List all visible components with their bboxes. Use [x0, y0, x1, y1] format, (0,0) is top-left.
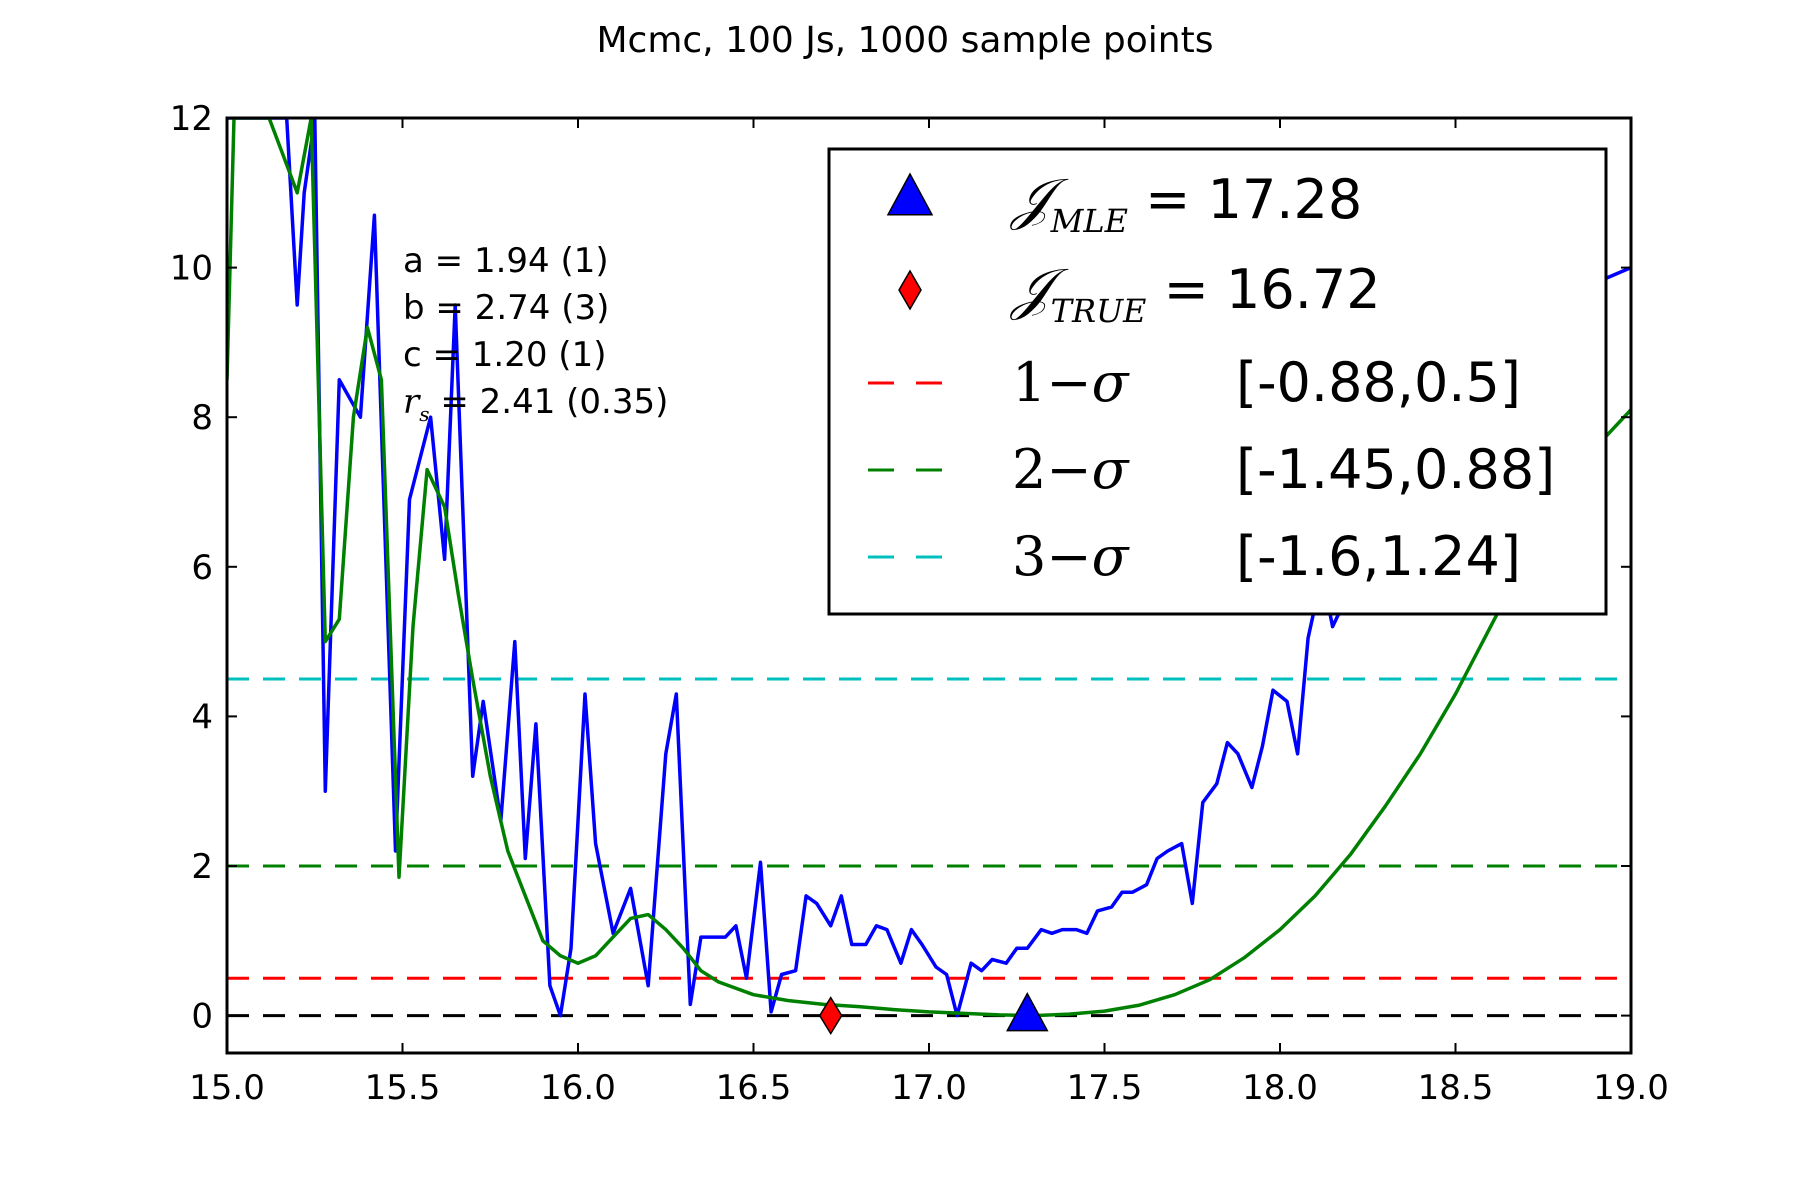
x-tick-label-1: 15.5	[365, 1068, 441, 1108]
legend-interval-4: [-1.6,1.24]	[1236, 525, 1521, 588]
fit-param-value: = 2.41 (0.35)	[430, 382, 669, 422]
legend-subscript: TRUE	[1051, 292, 1147, 330]
y-tick-label-2: 4	[191, 697, 213, 737]
legend-subscript: MLE	[1050, 202, 1128, 240]
x-tick-label-5: 17.5	[1067, 1068, 1143, 1108]
x-tick-label-3: 16.5	[716, 1068, 792, 1108]
marker-mle-triangle	[1006, 992, 1049, 1032]
x-tick-label-8: 19.0	[1593, 1068, 1669, 1108]
x-tick-label-2: 16.0	[540, 1068, 616, 1108]
reference-lines	[227, 677, 1631, 1018]
legend-sigma-symbol: σ	[1092, 525, 1131, 588]
fit-param-0: a = 1.94 (1)	[403, 241, 609, 281]
legend-interval-3: [-1.45,0.88]	[1236, 438, 1555, 501]
fit-parameters: a = 1.94 (1) b = 2.74 (3) c = 1.20 (1) rs =…	[403, 241, 668, 426]
legend-sigma-symbol: σ	[1092, 438, 1131, 501]
legend-interval-2: [-0.88,0.5]	[1236, 351, 1521, 414]
fit-param-1: b = 2.74 (3)	[403, 288, 609, 328]
y-tick-label-5: 10	[170, 249, 213, 289]
legend-triangle-icon	[886, 172, 934, 216]
x-tick-label-0: 15.0	[189, 1068, 265, 1108]
legend-sigma-4: 3−σ	[1012, 525, 1131, 588]
legend-sigma-prefix: 3−	[1012, 525, 1092, 588]
y-tick-label-3: 6	[191, 548, 213, 588]
chart-title: Mcmc, 100 Js, 1000 sample points	[597, 20, 1214, 61]
legend-sigma-2: 1−σ	[1012, 351, 1131, 414]
legend-box	[827, 147, 1608, 616]
legend-sigma-symbol: σ	[1092, 351, 1131, 414]
y-tick-label-6: 12	[170, 99, 213, 139]
y-tick-label-1: 2	[191, 847, 213, 887]
point-markers	[818, 992, 1049, 1036]
legend-sigma-3: 2−σ	[1012, 438, 1131, 501]
x-tick-label-4: 17.0	[891, 1068, 967, 1108]
legend-value: = 16.72	[1146, 258, 1380, 321]
series-line-1	[227, 118, 1631, 1018]
fit-param-3: rs = 2.41 (0.35)	[403, 382, 668, 426]
legend-sigma-prefix: 1−	[1012, 351, 1092, 414]
x-tick-label-6: 18.0	[1242, 1068, 1318, 1108]
marker-true-diamond	[818, 996, 843, 1036]
fit-param-symbol: r	[403, 382, 421, 422]
y-tick-label-4: 8	[191, 398, 213, 438]
y-tick-label-0: 0	[191, 997, 213, 1037]
axis-ticks: 15.0 15.5 16.0 16.5 17.0 17.5 18.0 18.5 19.0 0 2 4 6…	[170, 99, 1669, 1108]
legend-label-1: 𝒥TRUE = 16.72	[1009, 257, 1381, 330]
fit-param-2: c = 1.20 (1)	[403, 335, 606, 375]
legend-value: = 17.28	[1128, 168, 1362, 231]
x-tick-label-7: 18.5	[1418, 1068, 1494, 1108]
fit-param-subscript: s	[419, 402, 429, 426]
legend-diamond-icon	[898, 269, 922, 311]
legend-sigma-prefix: 2−	[1012, 438, 1092, 501]
